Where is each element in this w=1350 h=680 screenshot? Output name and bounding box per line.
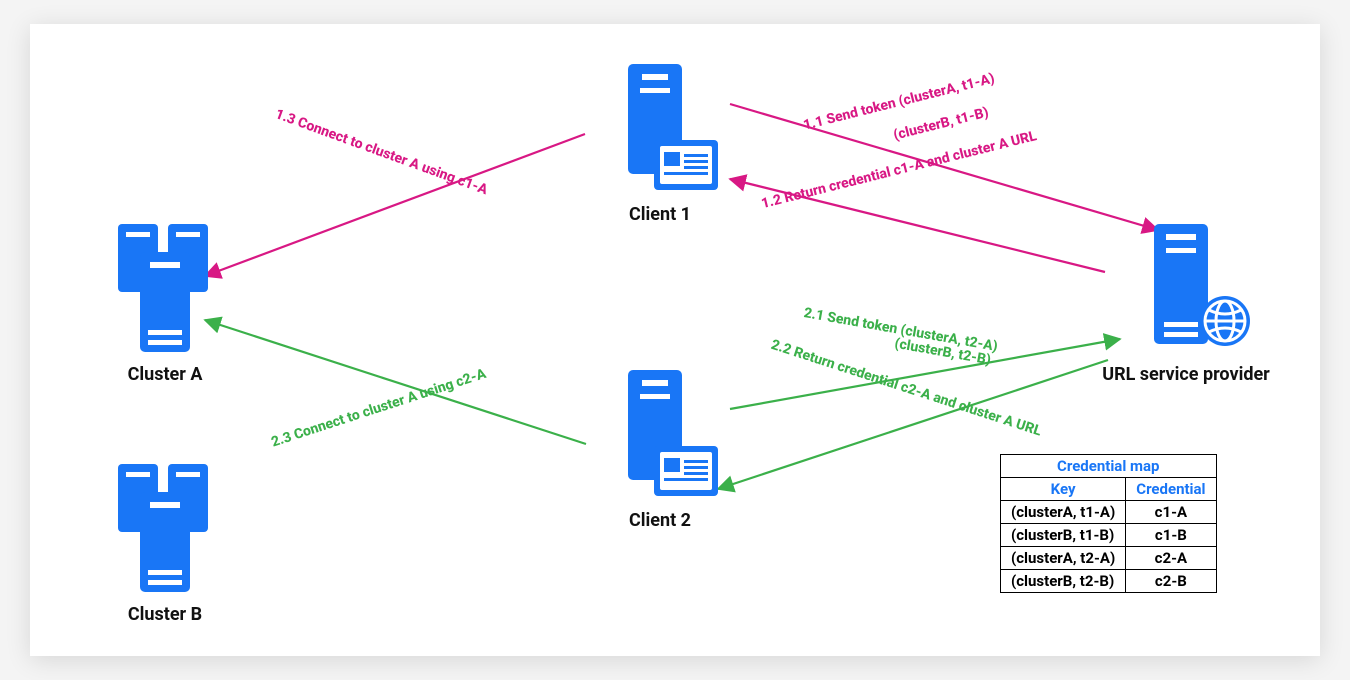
table-cell-key: (clusterB, t2-B) bbox=[1001, 570, 1126, 593]
node-client-1: Client 1 bbox=[600, 64, 720, 226]
table-cell-key: (clusterA, t1-A) bbox=[1001, 501, 1126, 524]
table-row: (clusterA, t2-A)c2-A bbox=[1001, 547, 1217, 570]
table-col-cred: Credential bbox=[1126, 478, 1216, 501]
node-label: Client 1 bbox=[600, 204, 720, 226]
diagram-card: 1.1 Send token (clusterA, t1-A)(clusterB… bbox=[30, 24, 1320, 656]
node-label: Cluster B bbox=[110, 604, 220, 626]
edge-2.3 bbox=[205, 320, 586, 444]
table-row: (clusterA, t1-A)c1-A bbox=[1001, 501, 1217, 524]
table-cell-credential: c2-B bbox=[1126, 570, 1216, 593]
edge-label-1.3: 1.3 Connect to cluster A using c1-A bbox=[273, 106, 490, 198]
table-row: (clusterB, t2-B)c2-B bbox=[1001, 570, 1217, 593]
table-cell-credential: c2-A bbox=[1126, 547, 1216, 570]
node-url-service: URL service provider bbox=[1096, 224, 1276, 386]
node-cluster-a: Cluster A bbox=[110, 224, 220, 386]
diagram-stage: 1.1 Send token (clusterA, t1-A)(clusterB… bbox=[30, 24, 1320, 656]
table-cell-key: (clusterB, t1-B) bbox=[1001, 524, 1126, 547]
table-cell-credential: c1-A bbox=[1126, 501, 1216, 524]
credential-map-table: Credential map Key Credential (clusterA,… bbox=[1000, 454, 1217, 593]
table-col-key: Key bbox=[1001, 478, 1126, 501]
node-label: URL service provider bbox=[1096, 364, 1276, 386]
table-row: (clusterB, t1-B)c1-B bbox=[1001, 524, 1217, 547]
node-label: Cluster A bbox=[110, 364, 220, 386]
cluster-icon bbox=[110, 464, 220, 594]
table-cell-key: (clusterA, t2-A) bbox=[1001, 547, 1126, 570]
node-client-2: Client 2 bbox=[600, 370, 720, 532]
table-cell-credential: c1-B bbox=[1126, 524, 1216, 547]
table-title: Credential map bbox=[1001, 455, 1217, 478]
node-cluster-b: Cluster B bbox=[110, 464, 220, 626]
cluster-icon bbox=[110, 224, 220, 354]
node-label: Client 2 bbox=[600, 510, 720, 532]
web-server-icon bbox=[1134, 224, 1254, 354]
client-icon bbox=[600, 64, 720, 194]
edge-label-2.3: 2.3 Connect to cluster A using c2-A bbox=[269, 366, 488, 451]
client-icon bbox=[600, 370, 720, 500]
edge-label-1.1: (clusterB, t1-B) bbox=[892, 105, 990, 144]
